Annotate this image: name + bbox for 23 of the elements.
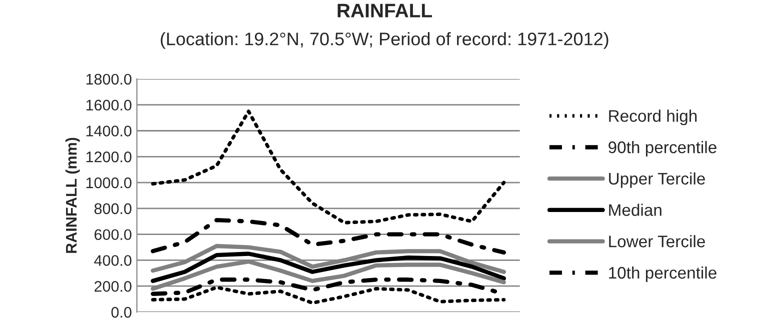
y-tick-label: 1200.0 [86,152,132,162]
legend-label: Upper Tercile [609,172,705,188]
legend-label: Lower Tercile [609,235,705,248]
y-tick-label: 1400.0 [86,126,132,136]
y-tick-label: 0.0 [111,306,132,318]
y-axis-title: RAINFALL (mm) [66,138,80,253]
y-tick-label: 1600.0 [86,100,132,111]
y-tick-label: 1000.0 [86,177,132,188]
chart-title: RAINFALL [338,4,432,18]
chart-subtitle: (Location: 19.2°N, 70.5°W; Period of record: 1971-2012) [160,32,608,49]
y-tick-label: 200.0 [94,280,132,292]
y-tick-label: 400.0 [94,255,132,266]
line-series [150,218,506,255]
legend-label: Median [609,204,662,216]
y-tick-label: 600.0 [94,229,132,240]
legend-label: 90th percentile [608,140,716,157]
line-series [151,286,506,305]
y-tick-label: 800.0 [94,203,132,214]
legend-label: Record high [609,110,697,126]
y-tick-label: 1800.0 [86,74,132,85]
legend-label: 10th percentile [609,266,716,282]
line-series [151,110,506,224]
line-series [150,252,506,284]
